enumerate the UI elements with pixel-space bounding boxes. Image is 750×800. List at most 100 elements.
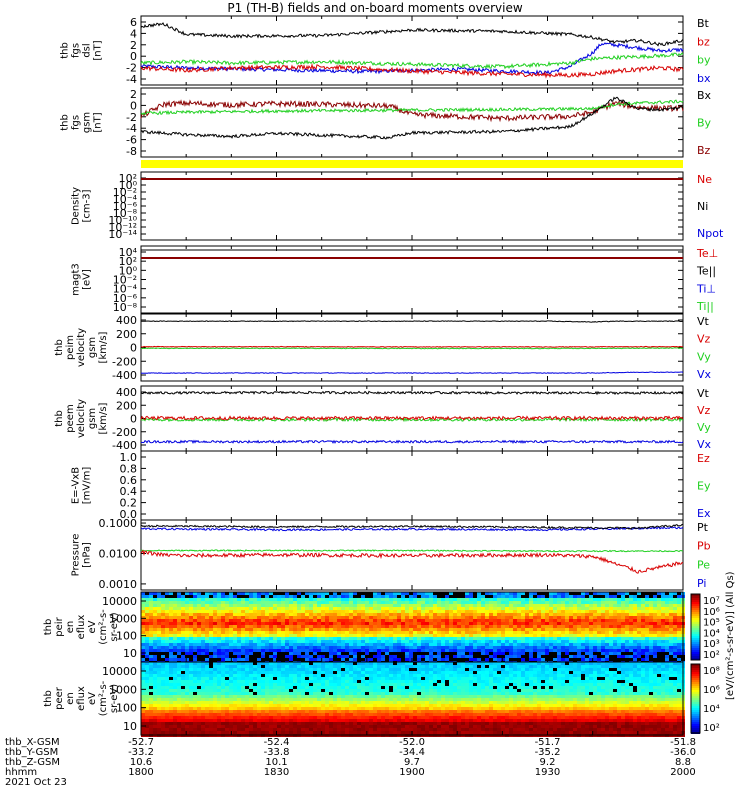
- y-tick-label: 10000: [102, 665, 137, 678]
- y-tick-label: 10²: [119, 255, 137, 268]
- series-fgs_gsm-By: [140, 99, 684, 116]
- colorbar-frame: [690, 593, 701, 661]
- x-axis-tick-label: 9.7: [404, 757, 420, 768]
- y-tick-label: 10⁻⁴: [113, 283, 138, 296]
- y-tick-label: 0.1000: [99, 517, 138, 530]
- y-axis-label: velocity: [76, 328, 87, 367]
- x-axis-tick-label: -33.8: [264, 747, 290, 758]
- y-axis-label: eV: [87, 620, 98, 633]
- y-axis-label: peim: [65, 335, 76, 360]
- y-tick-label: 10²: [119, 172, 137, 185]
- y-axis-label: Pressure: [71, 534, 82, 577]
- y-tick-label: 0: [130, 342, 137, 355]
- y-tick-label: 10⁻⁸: [113, 207, 138, 220]
- legend-Vt: Vt: [697, 387, 710, 400]
- legend-By: By: [697, 117, 712, 130]
- legend-Vz: Vz: [697, 333, 711, 346]
- legend-Pt: Pt: [697, 521, 709, 534]
- colorbar-peer: [691, 664, 700, 734]
- series-peem-Vt: [140, 390, 684, 396]
- legend-Ne: Ne: [697, 173, 712, 186]
- colorbar-tick-label: 10³: [703, 639, 720, 650]
- x-axis-tick-label: -51.8: [670, 737, 696, 748]
- y-tick-label: 10⁰: [119, 179, 138, 192]
- spectrogram-peir: [141, 592, 685, 664]
- y-tick-label: 10: [123, 647, 137, 660]
- series-fgs_dsl-bx: [140, 42, 684, 76]
- x-axis-tick-label: 1800: [128, 767, 153, 778]
- legend-Ez: Ez: [697, 452, 710, 465]
- x-axis-tick-label: 1830: [264, 767, 289, 778]
- y-tick-label: -200: [112, 426, 137, 439]
- y-axis-label: dsl: [82, 43, 93, 57]
- y-axis-label: thb: [54, 410, 65, 427]
- y-tick-label: -2: [126, 111, 137, 124]
- y-tick-label: 4: [130, 27, 137, 40]
- y-tick-label: 10⁻⁶: [113, 292, 138, 305]
- colorbar-tick-label: 10⁵: [703, 618, 720, 629]
- legend-bz: bz: [697, 35, 710, 48]
- x-axis-tick-label: 8.8: [675, 757, 691, 768]
- series-peem-Vz: [140, 415, 684, 422]
- legend-by: by: [697, 54, 711, 67]
- x-axis-tick-label: 1930: [535, 767, 560, 778]
- series-pressure-Pe: [140, 549, 684, 553]
- y-axis-label: thb: [43, 690, 54, 707]
- y-tick-label: 10⁻⁴: [113, 193, 138, 206]
- series-peim-Vx: [140, 371, 684, 374]
- y-axis-label: en: [65, 692, 76, 705]
- y-axis-label: [nT]: [93, 40, 104, 60]
- y-tick-label: 2: [130, 88, 137, 101]
- y-axis-label: [km/s]: [98, 331, 109, 363]
- x-axis-tick-label: -34.4: [399, 747, 425, 758]
- y-axis-label: sr-eV): [109, 684, 120, 713]
- x-axis-tick-label: 1900: [399, 767, 424, 778]
- y-axis-label: (cm²-s-: [98, 609, 109, 645]
- quality-flag-bar: [141, 160, 683, 168]
- y-tick-label: 10⁻¹²: [108, 221, 137, 234]
- legend-Bt: Bt: [697, 17, 710, 30]
- y-tick-label: 0: [130, 50, 137, 63]
- legend-Vx: Vx: [697, 438, 712, 451]
- series-peim-Vz: [140, 345, 684, 348]
- y-axis-label: gsm: [87, 408, 98, 429]
- y-tick-label: -8: [126, 145, 137, 158]
- y-tick-label: 100: [116, 630, 137, 643]
- y-tick-label: 400: [116, 314, 137, 327]
- x-axis-tick-label: -52.7: [128, 737, 154, 748]
- y-axis-label: Density: [71, 187, 82, 225]
- legend-Vx: Vx: [697, 368, 712, 381]
- y-tick-label: 0.0100: [99, 547, 138, 560]
- y-tick-label: 1.0: [120, 451, 138, 464]
- y-axis-label: [nT]: [93, 112, 104, 132]
- x-axis-row-label: thb_Z-GSM: [5, 757, 60, 768]
- y-axis-label: magt3: [71, 263, 82, 296]
- y-axis-label: [cm-3]: [82, 189, 93, 222]
- spectrogram-peer: [141, 662, 685, 737]
- legend-Ex: Ex: [697, 507, 711, 520]
- legend-Vt: Vt: [697, 315, 710, 328]
- x-axis-tick-label: -35.2: [535, 747, 561, 758]
- series-pressure-Pt: [140, 523, 684, 530]
- y-tick-label: -400: [112, 439, 137, 452]
- series-fgs_dsl-Bt: [140, 22, 684, 47]
- legend-Pi: Pi: [697, 577, 706, 590]
- panel-frame-density: [140, 171, 684, 241]
- y-axis-label: peem: [65, 404, 76, 432]
- y-tick-label: 10⁻¹⁴: [108, 228, 137, 241]
- y-tick-label: 10⁻²: [113, 274, 137, 287]
- y-tick-label: 0.6: [120, 474, 138, 487]
- y-tick-label: 400: [116, 386, 137, 399]
- y-tick-label: 10000: [102, 595, 137, 608]
- y-axis-label: thb: [43, 619, 54, 636]
- y-axis-label: velocity: [76, 399, 87, 438]
- legend-Pb: Pb: [697, 540, 711, 553]
- x-axis-row-label: hhmm: [5, 767, 37, 778]
- colorbar-tick-label: 10²: [703, 650, 720, 661]
- colorbar-tick-label: 10⁸: [703, 666, 720, 677]
- panel-frame-fgs_dsl: [140, 15, 684, 86]
- y-axis-label: thb: [60, 114, 71, 131]
- y-axis-label: fgs: [71, 115, 82, 130]
